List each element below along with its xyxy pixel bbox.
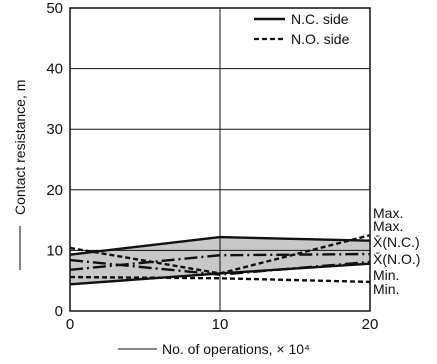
- y-tick-label: 50: [46, 0, 63, 17]
- grid-lines: [70, 8, 370, 311]
- series-line: [69, 275, 371, 284]
- x-tick-label: 10: [212, 316, 229, 333]
- y-tick-label: 10: [46, 242, 63, 259]
- legend-background: [250, 10, 366, 50]
- legend-label-no: N.O. side: [291, 31, 350, 47]
- series-line: [69, 234, 371, 275]
- line-annotation: Max.: [373, 218, 403, 234]
- line-annotation: X̄(N.O.): [373, 251, 420, 267]
- y-axis-label-group: Contact resistance, m: [12, 80, 28, 270]
- line-annotations: Max.Max.X̄(N.C.)X̄(N.O.)Min.Min.: [373, 205, 420, 297]
- series-lines: [69, 234, 371, 286]
- y-tick-label: 0: [55, 303, 63, 320]
- line-annotation: Min.: [373, 267, 399, 283]
- series-line: [69, 235, 371, 256]
- x-axis-label: No. of operations, × 10⁴: [162, 341, 310, 357]
- plot-frame: [69, 7, 371, 312]
- line-annotation: Min.: [373, 281, 399, 297]
- x-tick-labels: 0 10 20: [66, 316, 379, 333]
- x-axis-label-group: No. of operations, × 10⁴: [118, 341, 310, 357]
- legend-label-nc: N.C. side: [291, 11, 349, 27]
- y-tick-label: 20: [46, 182, 63, 199]
- series-line: [69, 258, 371, 276]
- x-tick-label: 20: [362, 316, 379, 333]
- legend: N.C. side N.O. side: [250, 10, 366, 50]
- line-annotation: Max.: [373, 205, 403, 221]
- y-tick-label: 40: [46, 61, 63, 78]
- y-tick-label: 30: [46, 121, 63, 138]
- y-axis-label: Contact resistance, m: [12, 80, 28, 215]
- x-tick-label: 0: [66, 316, 74, 333]
- y-tick-labels: 0 10 20 30 40 50: [46, 0, 63, 320]
- line-annotation: X̄(N.C.): [373, 234, 420, 250]
